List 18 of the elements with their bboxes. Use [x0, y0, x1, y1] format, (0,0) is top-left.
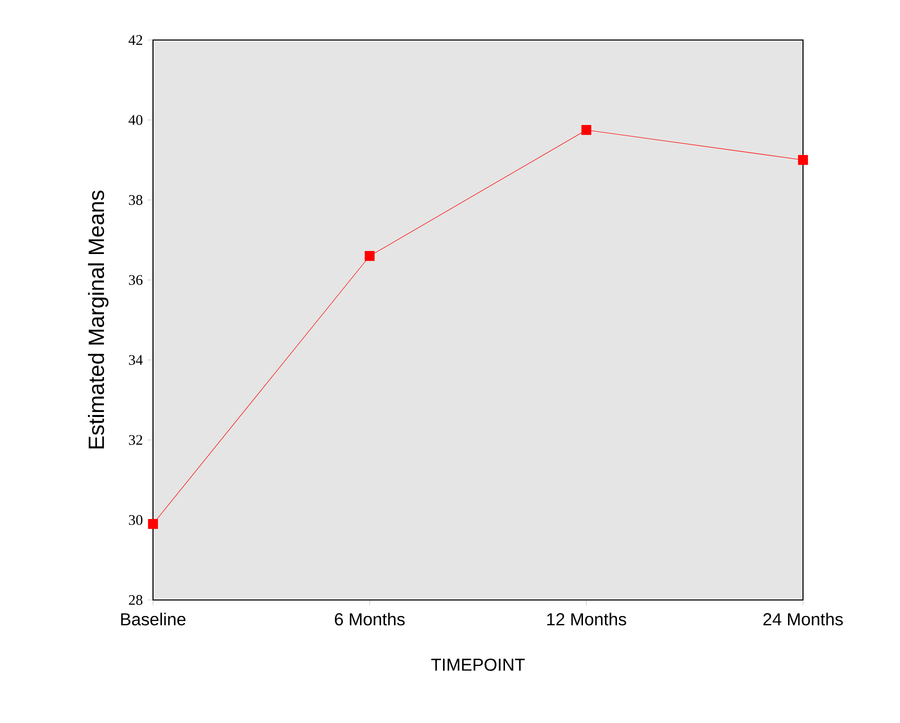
point [148, 519, 158, 529]
x-tick-label: 24 Months [763, 612, 843, 626]
point [798, 155, 808, 165]
y-tick-label: 38 [129, 195, 142, 205]
y-tick-label: 40 [128, 115, 142, 125]
x-tick-label: Baseline [121, 612, 186, 626]
y-axis-title: Estimated Marginal Means [88, 190, 108, 448]
point [364, 251, 375, 261]
y-tick-label: 36 [129, 275, 143, 285]
y-tick-label: 34 [129, 355, 143, 365]
x-axis-title: TIMEPOINT [431, 658, 525, 671]
y-tick-label: 32 [129, 435, 142, 445]
point [581, 125, 592, 135]
x-tick-label: 12 Months [547, 612, 626, 626]
x-tick-label: 6 Months [334, 612, 405, 626]
y-tick-label: 28 [128, 595, 142, 605]
y-tick-label: 42 [128, 35, 142, 45]
y-tick-label: 30 [129, 515, 142, 525]
